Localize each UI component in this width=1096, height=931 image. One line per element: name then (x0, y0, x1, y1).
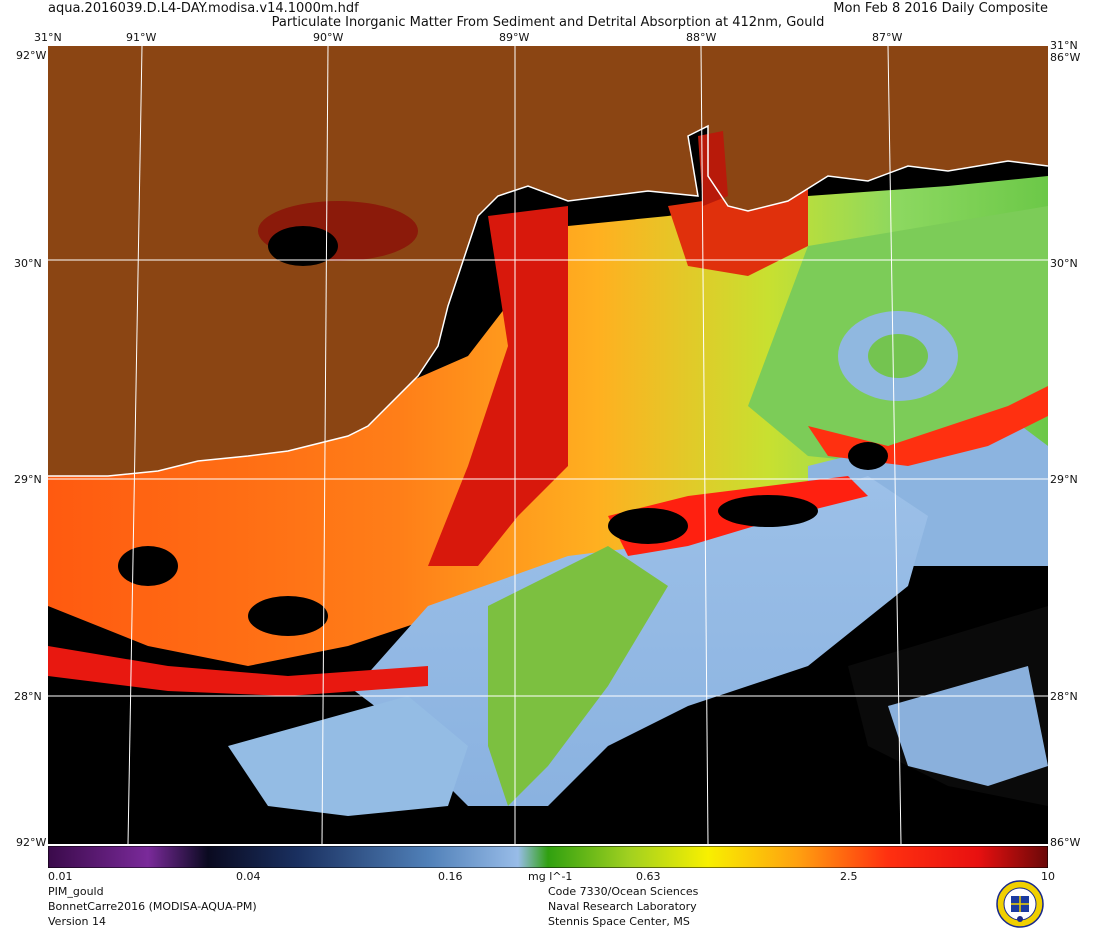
lon-corner-label-top-left: 92°W (16, 49, 47, 62)
lon-label-top: 90°W (313, 31, 344, 44)
lat-label-right: 30°N (1050, 257, 1078, 270)
mississippi-plume (428, 206, 568, 566)
lat-label-right: 28°N (1050, 690, 1078, 703)
graticule (48, 46, 1048, 844)
lon-corner-label-bottom-right: 86°W (1050, 836, 1081, 849)
colorbar-tick: 0.04 (236, 870, 261, 883)
lon-corner-label-bottom-left: 92°W (16, 836, 47, 849)
product-title: Particulate Inorganic Matter From Sedime… (271, 15, 825, 30)
lon-label-top: 87°W (872, 31, 903, 44)
nrl-seal-logo (996, 880, 1044, 928)
satellite-map (48, 46, 1048, 844)
colorbar-tick: 0.01 (48, 870, 73, 883)
coastline (48, 124, 1048, 477)
colorbar-tick: 10 (1041, 870, 1055, 883)
colorbar (48, 846, 1048, 868)
file-name: aqua.2016039.D.L4-DAY.modisa.v14.1000m.h… (48, 1, 359, 16)
lat-corner-label-top-right: 31°N (1050, 39, 1078, 52)
land (48, 46, 1048, 476)
lat-corner-label-top-left: 31°N (34, 31, 62, 44)
footer-region: BonnetCarre2016 (MODISA-AQUA-PM) (48, 900, 257, 913)
lat-label-right: 29°N (1050, 473, 1078, 486)
lon-label-top: 89°W (499, 31, 530, 44)
colorbar-tick: 2.5 (840, 870, 858, 883)
footer-lab: Naval Research Laboratory (548, 900, 697, 913)
colorbar-units: mg l^-1 (528, 870, 573, 883)
lat-label-left: 29°N (14, 473, 42, 486)
footer-location: Stennis Space Center, MS (548, 915, 690, 928)
lat-label-left: 28°N (14, 690, 42, 703)
lat-label-left: 30°N (14, 257, 42, 270)
footer-code: Code 7330/Ocean Sciences (548, 885, 699, 898)
lon-corner-label-top-right: 86°W (1050, 51, 1081, 64)
footer-version: Version 14 (48, 915, 106, 928)
footer-product: PIM_gould (48, 885, 104, 898)
colorbar-tick: 0.63 (636, 870, 661, 883)
lon-label-top: 88°W (686, 31, 717, 44)
colorbar-tick: 0.16 (438, 870, 463, 883)
composite-date: Mon Feb 8 2016 Daily Composite (833, 1, 1048, 16)
lon-label-top: 91°W (126, 31, 157, 44)
